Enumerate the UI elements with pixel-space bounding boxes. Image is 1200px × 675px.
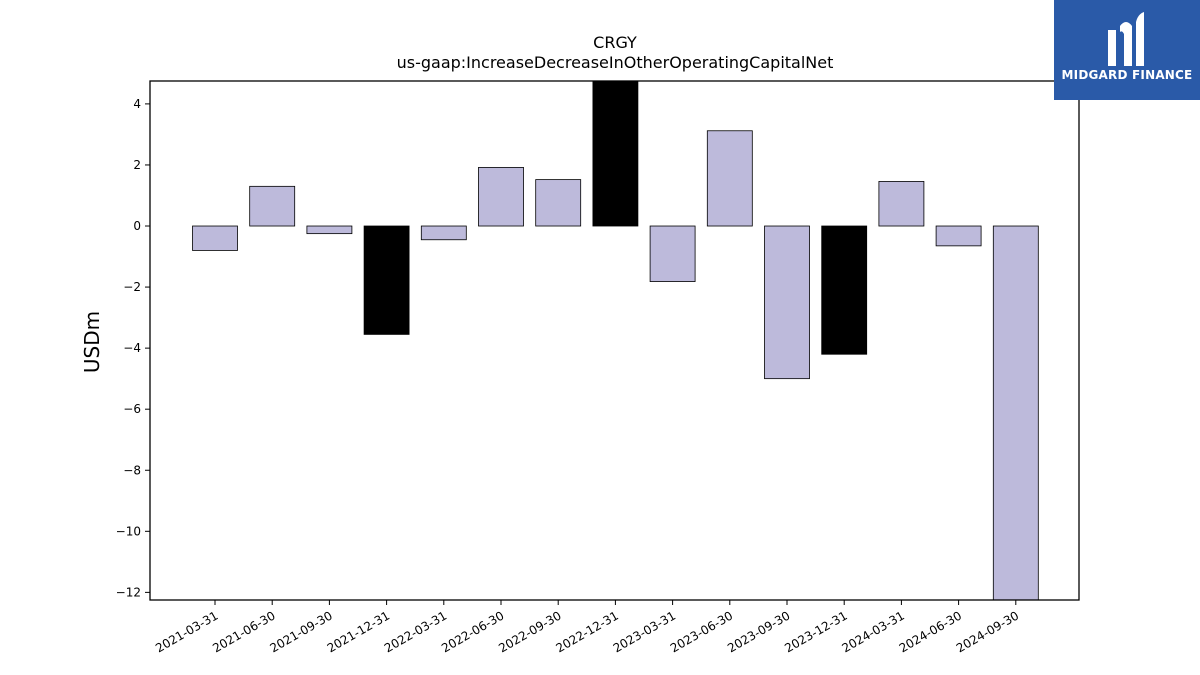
x-tick-label: 2024-09-30 (954, 608, 1021, 655)
bar-2023-09-30 (764, 225, 810, 380)
bar-2021-12-31 (363, 225, 410, 335)
bar-2023-06-30 (706, 130, 753, 227)
y-tick-label: 0 (133, 219, 141, 233)
chart-subtitle: us-gaap:IncreaseDecreaseInOtherOperating… (397, 53, 834, 72)
chart-title: CRGY (593, 33, 637, 52)
midgard-logo-icon (1108, 12, 1144, 66)
bar-2023-03-31 (649, 225, 696, 282)
midgard-finance-logo: MIDGARD FINANCE (1054, 0, 1200, 100)
bar-2022-12-31 (592, 80, 639, 227)
y-tick-label: −10 (116, 524, 141, 538)
bars-group (192, 80, 1039, 601)
y-ticks-group: 4 2 0 −2 −4 −6 −8 −10 −12 (116, 97, 150, 599)
y-tick-label: −8 (123, 463, 141, 477)
bar-2021-06-30 (249, 185, 296, 227)
logo-text: MIDGARD FINANCE (1061, 68, 1193, 82)
x-tick-label: 2024-06-30 (897, 608, 964, 655)
x-ticks-group: 2021-03-312021-06-302021-09-302021-12-31… (153, 600, 1021, 655)
x-tick-label: 2021-06-30 (210, 608, 277, 655)
bar-2024-03-31 (878, 181, 925, 227)
x-tick-label: 2023-12-31 (782, 608, 849, 655)
y-tick-label: 4 (133, 97, 141, 111)
y-tick-label: −4 (123, 341, 141, 355)
x-tick-label: 2021-12-31 (325, 608, 392, 655)
bar-2022-06-30 (478, 166, 524, 227)
x-tick-label: 2022-09-30 (496, 608, 563, 655)
x-tick-label: 2024-03-31 (839, 608, 906, 655)
x-tick-label: 2021-09-30 (267, 608, 334, 655)
bar-2024-09-30 (992, 225, 1039, 601)
x-tick-label: 2023-06-30 (668, 608, 735, 655)
y-axis-label: USDm (80, 311, 104, 373)
plot-frame (149, 80, 1080, 601)
x-tick-label: 2023-09-30 (725, 608, 792, 655)
y-tick-label: −2 (123, 280, 141, 294)
bar-2024-06-30 (935, 225, 982, 247)
x-tick-label: 2022-03-31 (382, 608, 449, 655)
x-tick-label: 2022-12-31 (553, 608, 620, 655)
y-tick-label: 2 (133, 158, 141, 172)
bar-2021-03-31 (192, 225, 238, 251)
bar-2023-12-31 (821, 225, 868, 355)
x-tick-label: 2022-06-30 (439, 608, 506, 655)
y-tick-label: −12 (116, 585, 141, 599)
y-tick-label: −6 (123, 402, 141, 416)
bar-2022-09-30 (535, 179, 582, 227)
bar-2022-03-31 (420, 225, 467, 241)
bar-2021-09-30 (306, 225, 353, 235)
x-tick-label: 2021-03-31 (153, 608, 220, 655)
x-tick-label: 2023-03-31 (611, 608, 678, 655)
